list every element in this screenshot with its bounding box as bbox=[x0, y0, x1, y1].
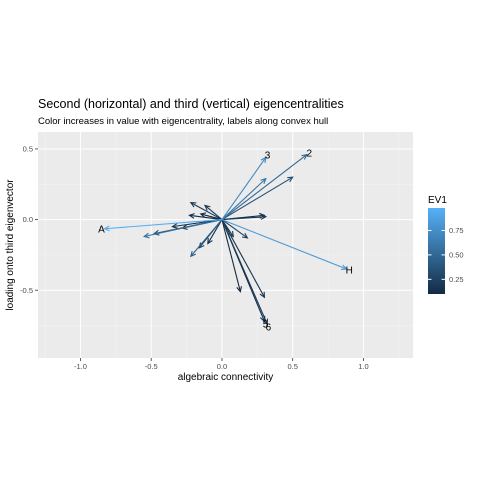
node-label-layer: 56 2 3 H A bbox=[98, 148, 353, 333]
node-label: 2 bbox=[306, 148, 312, 159]
vector-shaft bbox=[221, 219, 241, 292]
vector-arrow bbox=[221, 219, 234, 238]
grid-minor bbox=[38, 132, 413, 358]
node-label: 5 bbox=[263, 320, 269, 331]
vector-shaft bbox=[221, 219, 265, 298]
vector-arrow bbox=[221, 156, 267, 220]
vector-shaft bbox=[221, 219, 347, 270]
vector-arrowhead bbox=[260, 177, 267, 184]
vector-arrowhead bbox=[198, 242, 205, 249]
vector-shaft bbox=[190, 202, 223, 221]
x-tick-label: 0.0 bbox=[217, 362, 227, 371]
vector-arrowhead bbox=[199, 212, 207, 218]
vector-arrowhead bbox=[228, 231, 234, 238]
vector-arrowhead bbox=[340, 264, 348, 270]
vector-arrowhead bbox=[171, 223, 178, 229]
vector-arrowhead bbox=[204, 204, 211, 211]
vector-arrow bbox=[103, 219, 223, 232]
vector-shaft bbox=[221, 154, 308, 221]
vector-arrow bbox=[142, 219, 223, 239]
vector-arrowhead bbox=[189, 202, 197, 208]
vector-arrowhead bbox=[287, 176, 294, 183]
y-axis-title: loading onto third eigenvector bbox=[5, 179, 16, 311]
legend-tick-label: 0.50 bbox=[449, 251, 464, 260]
legend-tick-label: 0.75 bbox=[449, 226, 464, 235]
vector-shaft bbox=[190, 219, 223, 257]
chart-subtitle: Color increases in value with eigencentr… bbox=[38, 116, 328, 127]
x-tick-label: 0.5 bbox=[287, 362, 297, 371]
vector-arrow bbox=[221, 219, 242, 293]
vector-arrowhead bbox=[152, 229, 160, 236]
vector-shaft bbox=[221, 176, 293, 221]
node-label: 6 bbox=[266, 322, 272, 333]
vector-shaft bbox=[144, 219, 223, 238]
vector-shaft bbox=[221, 219, 268, 325]
chart-title: Second (horizontal) and third (vertical)… bbox=[38, 97, 344, 111]
vector-arrowhead bbox=[103, 225, 110, 232]
vector-arrowhead bbox=[260, 214, 268, 220]
vector-shaft bbox=[204, 205, 223, 220]
color-legend: EV1 0.25 0.50 0.75 bbox=[428, 195, 464, 294]
vector-shaft bbox=[221, 157, 267, 220]
vector-arrow bbox=[188, 213, 223, 221]
vector-arrowhead bbox=[142, 232, 150, 239]
vector-arrow bbox=[204, 204, 223, 220]
vector-arrow bbox=[207, 219, 223, 245]
vector-shaft bbox=[221, 216, 266, 221]
vector-arrowhead bbox=[188, 213, 195, 219]
vector-arrowhead bbox=[260, 156, 267, 163]
vector-arrowhead bbox=[236, 286, 242, 293]
vector-shaft bbox=[221, 219, 248, 239]
node-label: H bbox=[346, 266, 353, 277]
y-tick-label: -0.5 bbox=[20, 286, 33, 295]
legend-colorbar bbox=[428, 208, 445, 294]
vector-arrowhead bbox=[259, 291, 266, 299]
x-tick-label: 1.0 bbox=[358, 362, 368, 371]
vector-arrow bbox=[221, 219, 269, 326]
x-axis: -1.0 -0.5 0.0 0.5 1.0 bbox=[74, 358, 369, 371]
vector-arrowhead bbox=[207, 238, 213, 245]
y-axis: -0.5 0.0 0.5 bbox=[20, 145, 38, 295]
vector-arrowhead bbox=[262, 318, 269, 326]
x-tick-label: -0.5 bbox=[145, 362, 158, 371]
legend-ticks: 0.25 0.50 0.75 bbox=[428, 226, 464, 284]
x-axis-title: algebraic connectivity bbox=[178, 372, 274, 383]
vector-shaft bbox=[189, 214, 223, 221]
vector-arrow bbox=[221, 214, 268, 221]
vector-arrowhead bbox=[190, 250, 197, 258]
vector-arrow bbox=[221, 219, 249, 239]
vector-shaft bbox=[221, 178, 267, 220]
vector-shaft bbox=[104, 219, 223, 230]
vector-arrow bbox=[221, 153, 308, 221]
vector-arrow bbox=[221, 176, 294, 221]
node-label: 3 bbox=[265, 150, 271, 161]
x-tick-label: -1.0 bbox=[74, 362, 87, 371]
plot-panel bbox=[38, 132, 413, 358]
vector-shaft bbox=[221, 219, 234, 237]
grid-major bbox=[38, 132, 413, 358]
vector-arrowhead bbox=[301, 153, 308, 160]
vector-arrow bbox=[221, 177, 267, 220]
legend-tick-label: 0.25 bbox=[449, 275, 464, 284]
vector-arrow bbox=[221, 219, 348, 270]
legend-title: EV1 bbox=[428, 195, 447, 206]
vector-shaft bbox=[207, 219, 223, 244]
vector-arrow bbox=[221, 219, 266, 299]
y-tick-label: 0.0 bbox=[23, 215, 33, 224]
vector-layer bbox=[103, 153, 348, 326]
vector-arrowhead bbox=[241, 232, 249, 239]
node-label: A bbox=[98, 224, 105, 235]
vector-arrow bbox=[190, 219, 223, 258]
y-tick-label: 0.5 bbox=[23, 145, 33, 154]
vector-arrow bbox=[189, 202, 223, 221]
